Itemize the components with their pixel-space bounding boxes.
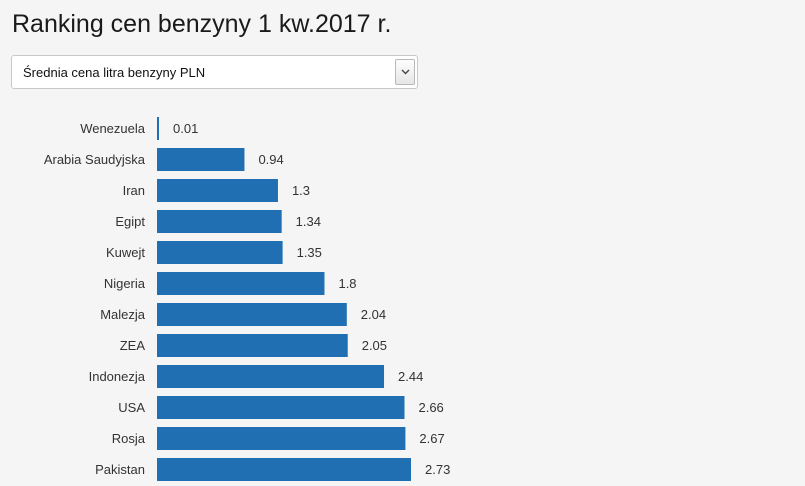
bar[interactable]: [157, 458, 411, 481]
bar[interactable]: [157, 334, 348, 357]
value-label: 2.04: [361, 307, 386, 322]
bar[interactable]: [157, 210, 282, 233]
value-label: 1.35: [297, 245, 322, 260]
category-label: Kuwejt: [106, 245, 145, 260]
bar[interactable]: [157, 241, 283, 264]
category-label: Indonezja: [89, 369, 146, 384]
category-label: Nigeria: [104, 276, 146, 291]
metric-dropdown-value: Średnia cena litra benzyny PLN: [23, 65, 206, 80]
category-label: Pakistan: [95, 462, 145, 477]
bar[interactable]: [157, 396, 405, 419]
category-label: Egipt: [115, 214, 145, 229]
bar[interactable]: [157, 148, 245, 171]
category-label: USA: [118, 400, 145, 415]
value-label: 2.44: [398, 369, 423, 384]
value-label: 2.05: [362, 338, 387, 353]
category-label: Malezja: [100, 307, 146, 322]
category-label: Arabia Saudyjska: [44, 152, 146, 167]
value-label: 0.01: [173, 121, 198, 136]
value-label: 2.67: [419, 431, 444, 446]
chevron-down-icon[interactable]: [395, 59, 415, 85]
bar[interactable]: [157, 272, 325, 295]
bar[interactable]: [157, 365, 385, 388]
bar[interactable]: [157, 117, 159, 140]
value-label: 2.66: [418, 400, 443, 415]
category-label: Iran: [123, 183, 145, 198]
category-label: ZEA: [120, 338, 146, 353]
value-label: 1.8: [338, 276, 356, 291]
chart-title: Ranking cen benzyny 1 kw.2017 r.: [12, 10, 392, 38]
category-label: Rosja: [112, 431, 146, 446]
metric-dropdown[interactable]: Średnia cena litra benzyny PLN: [11, 55, 418, 89]
bar-chart: Wenezuela 0.01 Arabia Saudyjska 0.94 Iran 1.3…: [44, 117, 450, 481]
value-label: 2.73: [425, 462, 450, 477]
bar[interactable]: [157, 303, 347, 326]
bar[interactable]: [157, 179, 278, 202]
category-label: Wenezuela: [80, 121, 146, 136]
value-label: 1.34: [296, 214, 321, 229]
value-label: 0.94: [258, 152, 283, 167]
value-label: 1.3: [292, 183, 310, 198]
bar[interactable]: [157, 427, 406, 450]
